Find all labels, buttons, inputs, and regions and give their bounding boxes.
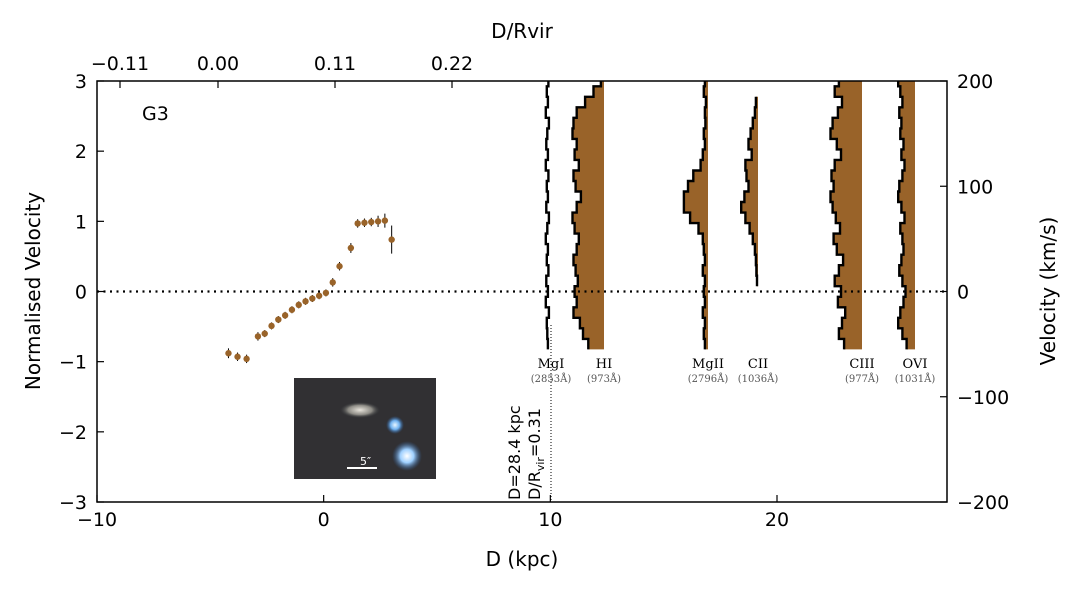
top-x-tick-label: 0.22 [431,53,473,75]
rotation-curve-point [295,301,302,309]
y-tick-label: −2 [59,422,87,444]
rotation-curve-point [275,316,282,323]
wavelength-label: (977Å) [845,373,879,385]
wavelength-label: (1036Å) [738,373,779,385]
y-tick-label: 0 [75,282,87,304]
top-x-tick-label: −0.11 [91,53,149,75]
y-tick-label: 2 [75,141,87,163]
rotation-curve-point [329,279,336,286]
x-tick-label: 10 [538,509,562,531]
y-tick-label: 1 [75,211,87,233]
star-small [386,416,404,434]
ion-label: HI [596,357,612,372]
rotation-curve-point [234,353,241,360]
spectrum-trace [740,96,759,287]
right-axis-title: Velocity (km/s) [1036,217,1060,366]
top-axis-title: D/Rvir [491,19,553,43]
x-axis-title: D (kpc) [486,547,559,571]
ion-label: CII [748,357,768,372]
spectrum-trace [829,81,847,350]
spectrum-trace [571,81,603,350]
galaxy-inset-image: 5″ [294,378,436,479]
spectrum-ciii [829,81,862,350]
inset-scale-label: 5″ [360,455,371,468]
wavelength-label: (973Å) [587,373,621,385]
rotation-curve-point [361,219,368,226]
rotation-curve-point [368,218,375,226]
y-tick-label: −3 [59,492,87,514]
rotation-curve-point [322,289,330,297]
rotation-curve-point [381,217,389,224]
rotation-curve-point [254,333,262,340]
rotation-curve-point [388,236,395,243]
top-x-tick-label: 0.11 [314,53,356,75]
absorption-fill [830,81,862,350]
rotation-curve-point [225,350,232,357]
sightline-distance-label: D=28.4 kpc [505,405,524,500]
rotation-curve-point [243,355,250,363]
spectrum-trace [544,81,551,350]
rotation-curve-point [281,312,289,319]
rotation-curve-point [288,306,296,313]
right-y-tick-label: 0 [957,282,969,304]
rotation-curve-point [261,330,268,337]
star-large [392,441,422,471]
panel-label: G3 [142,103,169,125]
y-tick-label: 3 [75,71,87,93]
absorption-spectra: MgI(2853Å)HI(973Å)MgII(2796Å)CII(1036Å)C… [531,81,936,385]
x-tick-label: 0 [318,509,330,531]
rotation-curve-point [347,244,355,252]
rotation-curve-point [354,220,361,227]
wavelength-label: (1031Å) [895,373,936,385]
y-axis-title: Normalised Velocity [21,192,45,390]
ion-label: OVI [903,357,928,372]
wavelength-label: (2796Å) [688,373,729,385]
spectrum-trace [682,81,708,350]
absorption-fill [683,81,708,350]
spectrum-hi [571,81,604,350]
absorption-fill [572,81,604,350]
y-tick-label: −1 [59,352,87,374]
spectrum-ovi [897,81,915,350]
right-y-tick-label: −100 [957,387,1009,409]
sightline-rvir-label: D/Rvir=0.31 [525,408,547,500]
spectrum-mgii [682,81,708,350]
rotation-curve-point [268,322,275,330]
galaxy-blob [340,402,380,418]
rotation-curve-point [309,295,316,302]
rotation-curve-point [374,218,382,225]
spectrum-trace [897,81,908,350]
rotation-curve-point [336,263,343,270]
top-x-tick-label: 0.00 [197,53,239,75]
spectrum-mgi [544,81,551,350]
right-y-tick-label: 100 [957,176,993,198]
axes: −10 0 10 20−0.11 0.00 0.11 0.22−3−2−10123−200−… [59,53,1009,531]
x-tick-label: −10 [77,509,117,531]
ion-label: CIII [849,357,874,372]
rotation-curve-point [315,292,323,299]
rotation-curve [225,213,395,364]
ion-label: MgII [692,357,724,372]
spectrum-cii [740,96,759,287]
rotation-curve-point [302,298,309,305]
x-tick-label: 20 [765,509,789,531]
right-y-tick-label: 200 [957,71,993,93]
right-y-tick-label: −200 [957,492,1009,514]
